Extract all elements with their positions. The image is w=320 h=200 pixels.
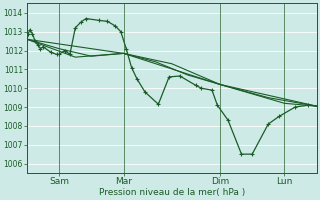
X-axis label: Pression niveau de la mer( hPa ): Pression niveau de la mer( hPa ) — [99, 188, 245, 197]
